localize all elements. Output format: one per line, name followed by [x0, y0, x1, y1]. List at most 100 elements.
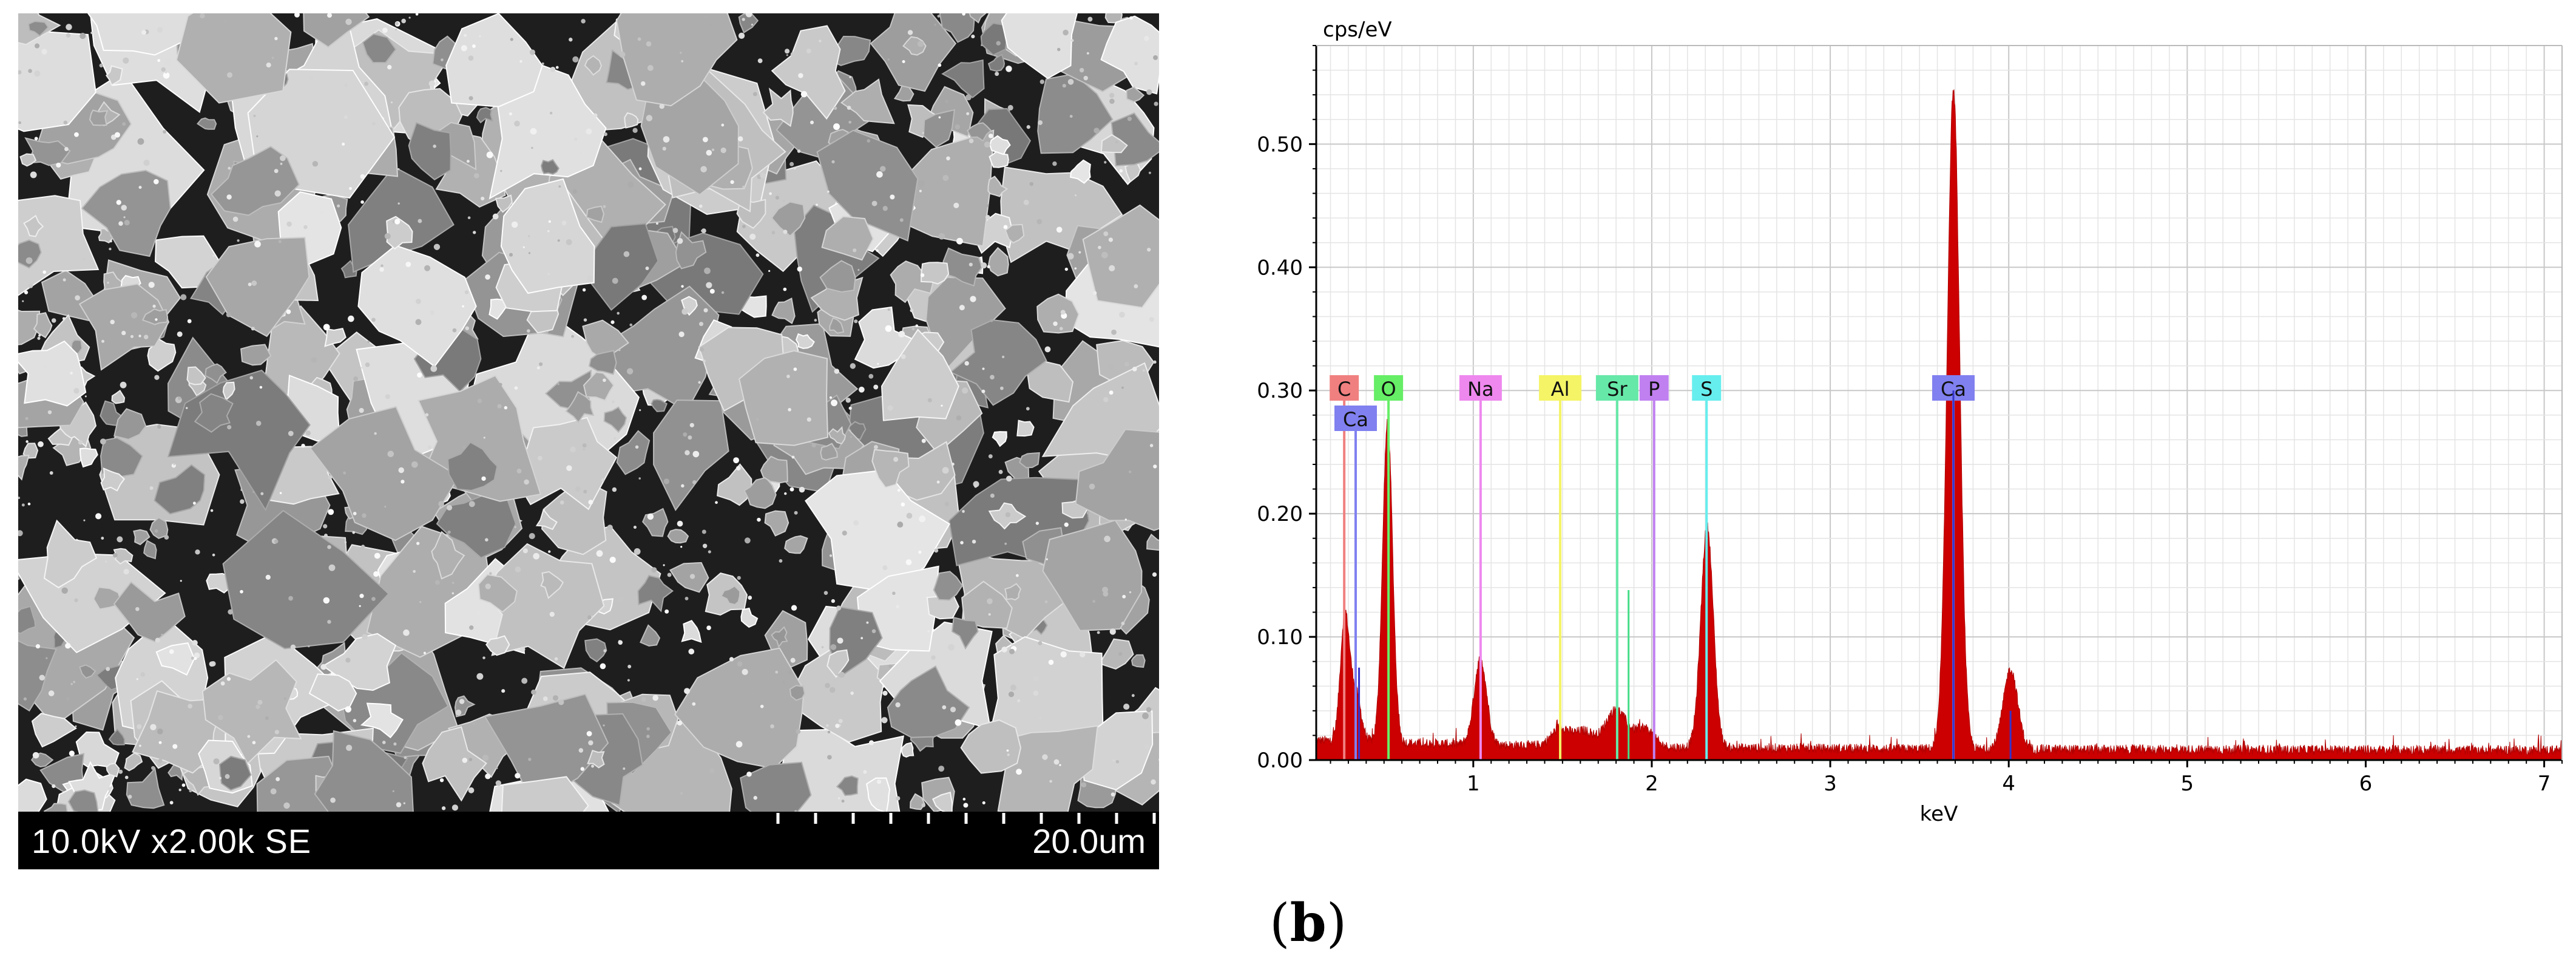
sem-particle — [771, 25, 846, 120]
sem-speckle — [663, 564, 665, 566]
sem-particle — [23, 214, 44, 237]
sem-speckle — [685, 450, 690, 456]
sem-particle — [70, 339, 83, 355]
sem-speckle — [775, 670, 779, 674]
sem-speckle — [995, 72, 999, 76]
sem-speckle — [698, 381, 701, 384]
sem-speckle — [186, 407, 188, 409]
sem-speckle — [710, 24, 712, 26]
sem-speckle — [985, 215, 990, 220]
sem-speckle — [783, 229, 788, 234]
sem-speckle — [831, 399, 838, 407]
sem-particle — [18, 455, 30, 481]
sem-speckle — [641, 294, 647, 301]
sem-speckle — [51, 318, 56, 323]
sem-speckle — [136, 678, 138, 681]
sem-speckle — [1005, 512, 1011, 518]
sem-particle — [771, 201, 806, 237]
sem-speckle — [1119, 311, 1125, 318]
element-label-box — [1374, 375, 1404, 401]
sem-speckle — [154, 178, 159, 185]
x-tick-label: 7 — [2538, 772, 2551, 796]
sem-speckle — [1010, 684, 1016, 691]
sem-speckle — [255, 421, 262, 426]
sem-speckle — [312, 161, 319, 167]
sem-speckle — [735, 741, 743, 748]
sem-speckle — [681, 308, 688, 315]
sem-speckle — [120, 381, 127, 389]
sem-speckle — [1129, 591, 1132, 594]
sem-speckle — [753, 796, 757, 800]
sem-speckle — [959, 305, 965, 311]
sem-speckle — [543, 696, 548, 701]
sem-speckle — [127, 795, 132, 799]
sem-speckle — [901, 354, 906, 359]
chart-ticks: 1 2 3 4 5 6 7 0.00 0.10 0.20 0.30 0.40 0.50 — [1257, 45, 2563, 796]
sem-speckle — [600, 663, 606, 670]
sem-scale-tick — [814, 813, 817, 824]
sem-speckle — [972, 539, 976, 544]
sem-particle — [1004, 223, 1025, 244]
sem-particle — [603, 406, 627, 433]
sem-particle — [106, 65, 123, 86]
sem-speckle — [240, 499, 245, 504]
element-label: C — [1337, 378, 1351, 401]
sem-speckle — [1102, 586, 1109, 593]
sem-speckle — [100, 438, 106, 445]
sem-speckle — [786, 54, 788, 56]
sem-speckle — [192, 640, 198, 646]
sem-speckle — [827, 730, 831, 734]
sem-speckle — [863, 770, 867, 774]
sem-speckle — [849, 76, 851, 78]
sem-speckle — [401, 480, 405, 484]
sem-speckle — [123, 569, 129, 575]
sem-speckle — [416, 542, 420, 545]
sem-speckle — [737, 576, 741, 580]
sem-speckle — [360, 174, 365, 179]
sem-speckle — [581, 19, 586, 24]
sem-speckle — [549, 112, 553, 115]
sem-particle — [124, 752, 143, 772]
sem-particle — [324, 328, 347, 347]
sem-speckle — [290, 644, 296, 650]
sem-speckle — [549, 611, 555, 617]
sem-speckle — [90, 32, 93, 34]
sem-particle — [348, 166, 455, 273]
sem-speckle — [816, 203, 818, 206]
sem-scale-tick — [927, 813, 930, 824]
sem-speckle — [876, 779, 882, 784]
sem-speckle — [1154, 101, 1158, 106]
sem-speckle — [270, 788, 277, 795]
sem-particle — [113, 581, 186, 643]
sem-speckle — [1124, 518, 1127, 521]
sem-speckle — [871, 629, 876, 633]
sem-speckle — [530, 127, 537, 135]
sem-speckle — [892, 591, 896, 596]
sem-particle — [1018, 452, 1040, 469]
sem-speckle — [524, 479, 529, 485]
sem-speckle — [509, 112, 512, 116]
sem-speckle — [570, 446, 576, 453]
sem-speckle — [1067, 253, 1074, 260]
sem-speckle — [155, 318, 158, 321]
sem-speckle — [121, 330, 126, 336]
sem-speckle — [702, 359, 706, 363]
sem-speckle — [218, 776, 221, 779]
sem-speckle — [888, 664, 892, 668]
sem-speckle — [531, 146, 533, 149]
sem-speckle — [583, 489, 587, 494]
sem-speckle — [123, 57, 129, 64]
sem-speckle — [847, 106, 851, 110]
sem-speckle — [848, 406, 852, 410]
sem-speckle — [330, 797, 336, 803]
sem-speckle — [638, 167, 642, 171]
sem-speckle — [1038, 641, 1043, 646]
sem-speckle — [1104, 161, 1107, 164]
sem-speckle — [756, 418, 759, 421]
sem-speckle — [569, 38, 573, 42]
sem-speckle — [139, 744, 141, 747]
sem-speckle — [561, 220, 567, 226]
sem-speckle — [24, 290, 29, 294]
sem-speckle — [396, 802, 402, 807]
sem-speckle — [1060, 310, 1066, 315]
